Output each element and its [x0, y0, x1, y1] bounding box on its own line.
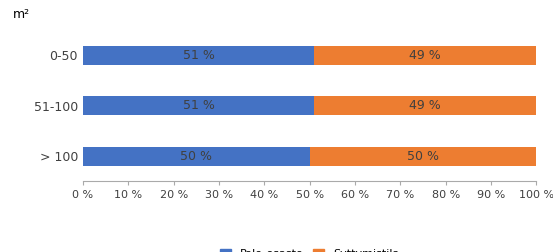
Bar	[310, 147, 536, 166]
Legend: Palo-osasto, Syttymistila: Palo-osasto, Syttymistila	[216, 244, 404, 252]
Bar	[83, 96, 314, 115]
Text: 50 %: 50 %	[180, 150, 212, 163]
Text: m²: m²	[13, 8, 30, 21]
Bar	[83, 147, 310, 166]
Text: 49 %: 49 %	[409, 99, 441, 112]
Bar	[314, 96, 536, 115]
Bar	[83, 46, 314, 65]
Text: 51 %: 51 %	[182, 99, 215, 112]
Text: 51 %: 51 %	[182, 49, 215, 62]
Text: 50 %: 50 %	[407, 150, 439, 163]
Bar	[314, 46, 536, 65]
Text: 49 %: 49 %	[409, 49, 441, 62]
